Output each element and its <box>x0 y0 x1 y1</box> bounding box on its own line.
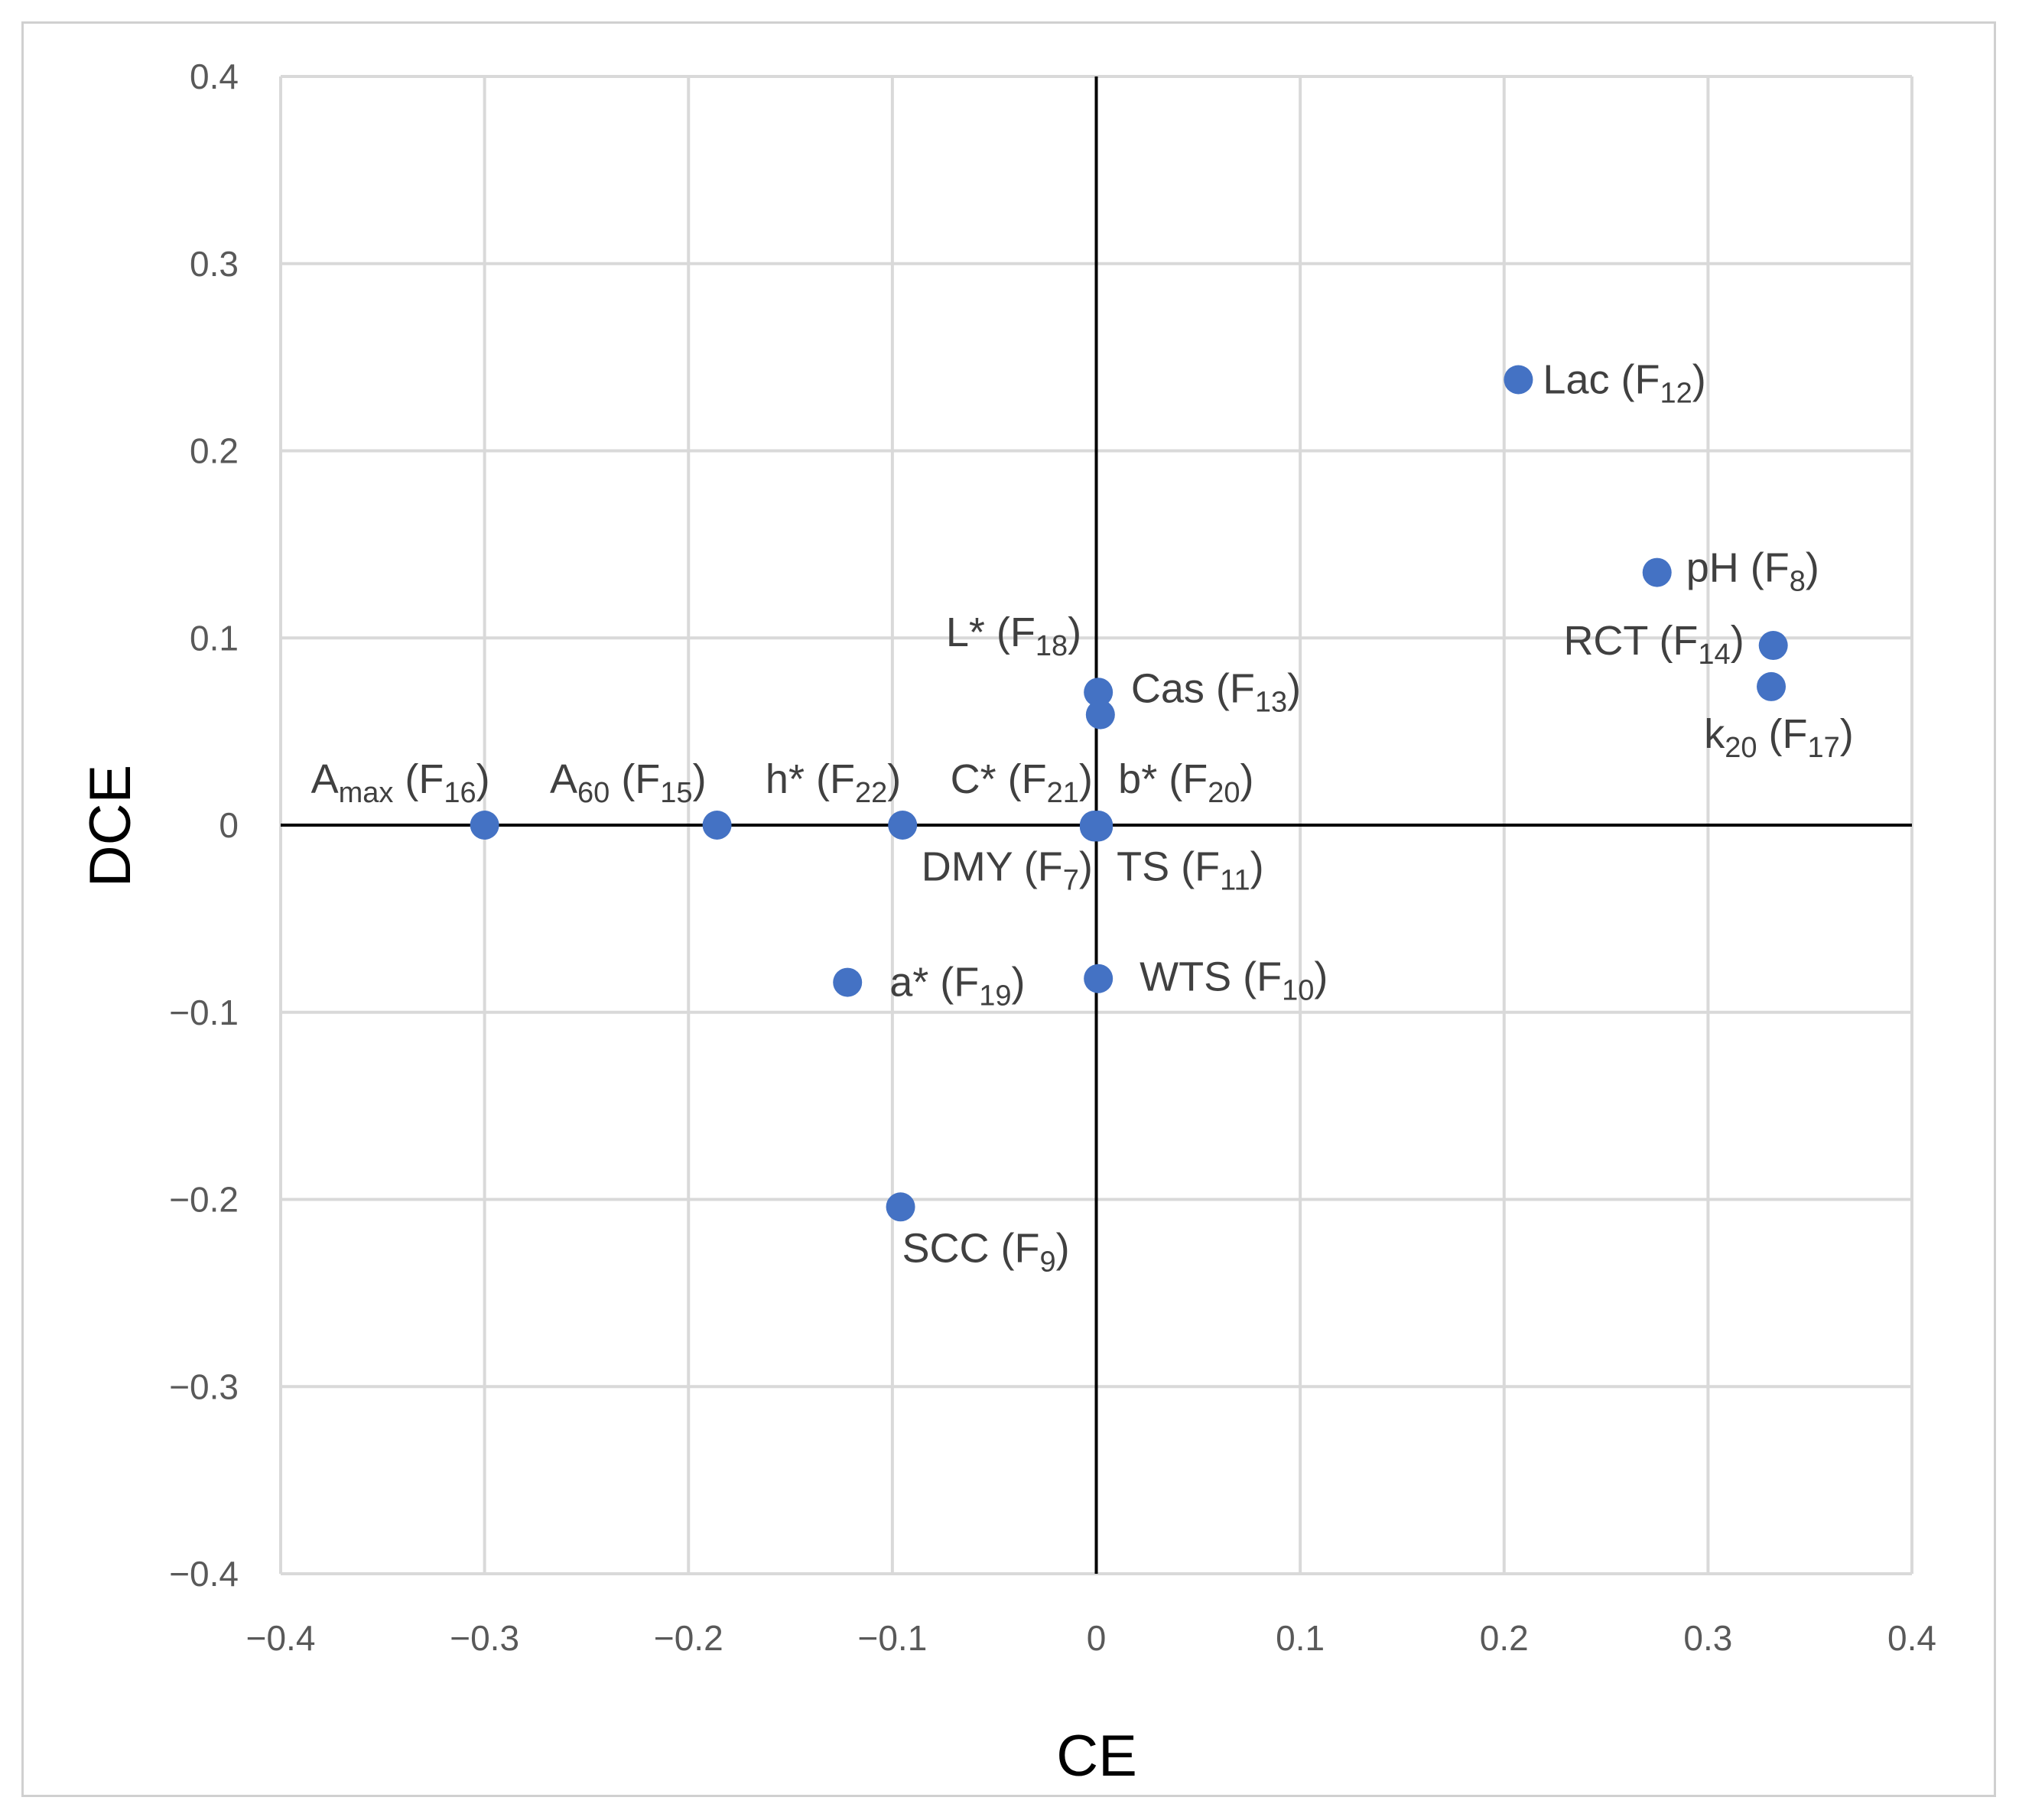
point-k20 <box>1757 671 1787 701</box>
point-label-astar: a* (F19) <box>889 960 1025 1012</box>
point-label-wts: WTS (F10) <box>1140 954 1328 1007</box>
x-tick-label: −0.1 <box>857 1618 927 1658</box>
x-tick-label: 0 <box>1087 1618 1107 1658</box>
y-tick-label: −0.3 <box>169 1367 239 1406</box>
point-label-hstar: h* (F22) <box>766 756 901 809</box>
x-tick-label: 0.4 <box>1887 1618 1936 1658</box>
y-tick-label: 0.3 <box>190 244 239 284</box>
point-label-cas: Cas (F13) <box>1131 666 1301 719</box>
x-tick-label: 0.1 <box>1276 1618 1325 1658</box>
y-tick-label: −0.2 <box>169 1180 239 1220</box>
point-label-rct: RCT (F14) <box>1563 618 1744 671</box>
point-label-k20: k20 (F17) <box>1704 711 1854 764</box>
point-cas <box>1085 700 1115 730</box>
point-hstar <box>888 811 918 840</box>
point-label-lstar: L* (F18) <box>946 609 1081 662</box>
point-label-ph: pH (F8) <box>1686 545 1819 598</box>
y-tick-label: 0.4 <box>190 57 239 96</box>
point-scc <box>886 1192 915 1222</box>
point-lstar <box>1084 678 1114 707</box>
y-tick-label: 0.2 <box>190 431 239 471</box>
x-tick-label: 0.2 <box>1480 1618 1529 1658</box>
point-a60 <box>702 811 732 840</box>
y-tick-label: −0.4 <box>169 1554 239 1594</box>
point-label-bstar: b* (F20) <box>1118 756 1253 809</box>
y-tick-label: −0.1 <box>169 993 239 1032</box>
data-points <box>470 365 1788 1222</box>
figure-frame <box>21 21 1996 1797</box>
y-tick-label: 0.1 <box>190 618 239 658</box>
point-labels: Lac (F12) pH (F8) RCT (F14) k20 (F17) L* (F1… <box>311 356 1854 1278</box>
y-axis-title: DCE <box>78 765 143 887</box>
point-ph <box>1642 557 1672 587</box>
point-label-dmy: DMY (F7) <box>922 843 1093 896</box>
point-amax <box>470 811 499 840</box>
point-rct <box>1758 631 1788 661</box>
point-label-lac: Lac (F12) <box>1543 356 1705 409</box>
x-tick-label: 0.3 <box>1683 1618 1732 1658</box>
point-astar <box>833 967 863 997</box>
point-label-cstar: C* (F21) <box>951 756 1093 809</box>
point-label-scc: SCC (F9) <box>902 1225 1070 1278</box>
point-wts <box>1084 964 1114 993</box>
point-label-a60: A60 (F15) <box>550 756 707 809</box>
point-label-amax: Amax (F16) <box>311 756 490 809</box>
point-ts <box>1084 812 1114 842</box>
x-axis-title: CE <box>1056 1724 1137 1789</box>
tick-labels: −0.4 −0.3 −0.2 −0.1 0 0.1 0.2 0.3 0.4 −0.4 −0.3 −0.… <box>169 57 1936 1658</box>
point-label-ts: TS (F11) <box>1117 843 1263 896</box>
point-lac <box>1504 365 1533 395</box>
y-tick-label: 0 <box>219 805 239 845</box>
x-tick-label: −0.3 <box>450 1618 519 1658</box>
x-tick-label: −0.2 <box>654 1618 723 1658</box>
x-tick-label: −0.4 <box>246 1618 316 1658</box>
